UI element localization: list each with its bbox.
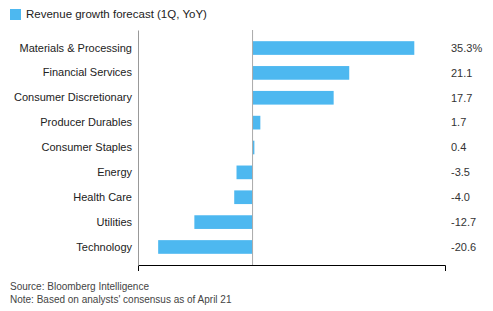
x-axis — [139, 266, 446, 272]
data-label: 21.1 — [451, 67, 472, 79]
tick: Utilities — [97, 216, 138, 228]
tick: Energy — [97, 166, 138, 178]
tick: Consumer Discretionary — [14, 91, 138, 103]
legend-swatch — [10, 9, 21, 20]
tick: Consumer Staples — [42, 141, 139, 153]
annotations: Source: Bloomberg Intelligence Note: Base… — [10, 281, 232, 305]
data-label: 0.4 — [451, 141, 466, 153]
tick-label: Energy — [97, 166, 132, 178]
bars — [158, 41, 414, 254]
tick: Materials & Processing — [20, 42, 139, 54]
tick-label: Health Care — [73, 191, 132, 203]
data-label: -3.5 — [451, 166, 470, 178]
data-label: -4.0 — [451, 191, 470, 203]
bar — [158, 240, 252, 254]
axis-line — [139, 266, 446, 272]
data-label: -20.6 — [451, 241, 476, 253]
annotation: Note: Based on analysts' consensus as of… — [10, 294, 232, 305]
chart: Technology Utilities Health Care Energy Cons… — [0, 0, 493, 311]
bar — [253, 41, 415, 55]
data-label: 1.7 — [451, 116, 466, 128]
axis-line — [138, 31, 139, 266]
annotation: Source: Bloomberg Intelligence — [10, 281, 149, 292]
data-labels: -20.6 -12.7 -4.0 -3.5 0.4 1.7 17.7 21.1 35.3% — [451, 42, 482, 253]
data-label: -12.7 — [451, 216, 476, 228]
tick-label: Consumer Discretionary — [14, 91, 132, 103]
data-label: 35.3% — [451, 42, 482, 54]
tick-label: Consumer Staples — [42, 141, 133, 153]
plot: Technology Utilities Health Care Energy Cons… — [14, 30, 482, 271]
tick: Financial Services — [43, 66, 138, 78]
bar — [237, 166, 253, 180]
bar — [194, 215, 252, 229]
bar — [253, 91, 334, 105]
tick-label: Technology — [76, 240, 132, 252]
zero-line — [252, 30, 253, 265]
tick: Technology — [76, 240, 138, 252]
legend-item: Revenue growth forecast (1Q, YoY) — [10, 8, 207, 20]
legend-label: Revenue growth forecast (1Q, YoY) — [26, 8, 207, 20]
y-axis: Technology Utilities Health Care Energy Cons… — [14, 31, 138, 266]
data-label: 17.7 — [451, 92, 472, 104]
bar — [253, 116, 261, 130]
tick: Health Care — [73, 191, 138, 203]
tick-label: Utilities — [97, 216, 133, 228]
legend: Revenue growth forecast (1Q, YoY) — [10, 8, 207, 20]
tick-label: Materials & Processing — [20, 42, 133, 54]
tick-label: Producer Durables — [40, 116, 132, 128]
tick-label: Financial Services — [43, 66, 133, 78]
tick: Producer Durables — [40, 116, 138, 128]
bar — [234, 190, 252, 204]
bar — [253, 66, 350, 80]
